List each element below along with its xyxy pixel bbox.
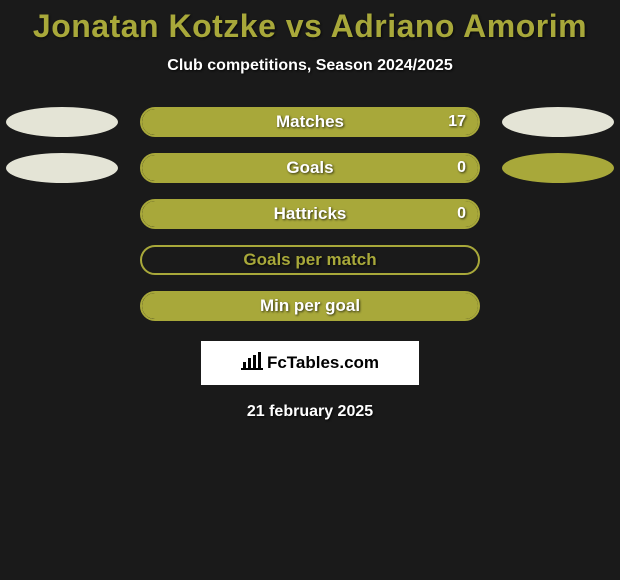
logo-box: FcTables.com (201, 341, 419, 385)
stat-row: Hattricks0 (0, 199, 620, 229)
chart-icon (241, 352, 263, 375)
left-ellipse (6, 107, 118, 137)
stat-label: Matches (142, 112, 478, 132)
logo-text: FcTables.com (267, 353, 379, 373)
stat-label: Goals per match (142, 250, 478, 270)
stat-row: Goals per match (0, 245, 620, 275)
stat-label: Goals (142, 158, 478, 178)
stat-row: Goals0 (0, 153, 620, 183)
stat-bar: Matches17 (140, 107, 480, 137)
stat-value: 0 (457, 159, 466, 177)
stat-value: 17 (448, 113, 466, 131)
stat-bar: Goals per match (140, 245, 480, 275)
right-ellipse (502, 107, 614, 137)
stat-rows: Matches17Goals0Hattricks0Goals per match… (0, 107, 620, 321)
stat-row: Min per goal (0, 291, 620, 321)
stat-bar: Min per goal (140, 291, 480, 321)
left-ellipse (6, 153, 118, 183)
stat-bar: Hattricks0 (140, 199, 480, 229)
stat-bar: Goals0 (140, 153, 480, 183)
stat-row: Matches17 (0, 107, 620, 137)
stat-value: 0 (457, 205, 466, 223)
date-line: 21 february 2025 (0, 403, 620, 421)
comparison-container: Jonatan Kotzke vs Adriano Amorim Club co… (0, 0, 620, 421)
stat-label: Min per goal (142, 296, 478, 316)
stat-label: Hattricks (142, 204, 478, 224)
page-title: Jonatan Kotzke vs Adriano Amorim (0, 8, 620, 45)
right-ellipse (502, 153, 614, 183)
page-subtitle: Club competitions, Season 2024/2025 (0, 57, 620, 75)
